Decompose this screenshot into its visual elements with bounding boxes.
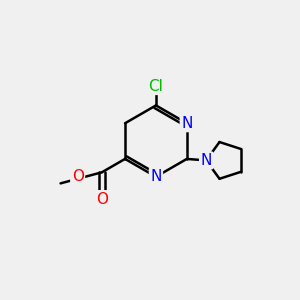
- Text: N: N: [181, 116, 193, 131]
- Text: O: O: [72, 169, 84, 184]
- Text: Cl: Cl: [148, 79, 164, 94]
- Text: O: O: [96, 191, 108, 206]
- Text: N: N: [150, 169, 162, 184]
- Text: N: N: [200, 153, 212, 168]
